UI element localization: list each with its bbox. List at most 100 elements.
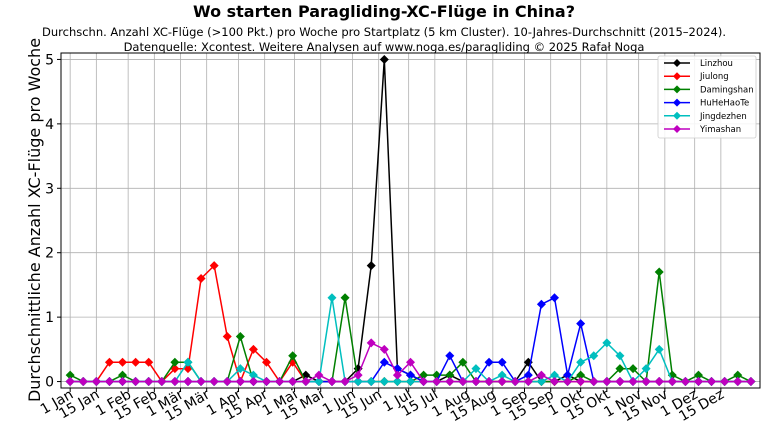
data-point-huhehaote [406, 370, 415, 380]
legend-marker [673, 125, 681, 133]
data-point-jiulong [209, 261, 219, 271]
data-point-yimashan [720, 377, 730, 387]
data-point-jiulong [144, 357, 154, 367]
data-point-yimashan [419, 377, 429, 387]
data-point-yimashan [131, 377, 141, 387]
data-point-jingdezhen [471, 364, 481, 374]
data-point-yimashan [248, 377, 258, 387]
data-point-jiulong [104, 357, 114, 367]
data-point-yimashan [65, 377, 75, 387]
y-tick-label: 4 [45, 117, 54, 133]
data-point-jiulong [196, 273, 206, 283]
data-point-yimashan [615, 377, 625, 387]
data-point-yimashan [693, 377, 703, 387]
chart-subtitle-line-1: Durchschn. Anzahl XC-Flüge (>100 Pkt.) p… [42, 25, 726, 39]
grid [61, 53, 760, 388]
legend-entry: Yimashan [699, 125, 741, 135]
data-point-jingdezhen [536, 377, 546, 387]
data-point-jingdezhen [406, 377, 415, 387]
data-point-yimashan [91, 377, 101, 387]
data-point-jiulong [118, 357, 128, 367]
legend-entry: Jingdezhen [699, 112, 747, 122]
data-point-yimashan [104, 377, 114, 387]
data-point-yimashan [235, 377, 245, 387]
data-point-huhehaote [576, 319, 586, 329]
data-point-yimashan [353, 370, 363, 380]
data-point-linzhou [366, 261, 376, 271]
data-point-jingdezhen [549, 370, 559, 380]
data-point-yimashan [170, 377, 180, 387]
data-point-yimashan [379, 344, 389, 354]
data-point-yimashan [78, 377, 88, 387]
data-point-huhehaote [497, 357, 507, 367]
data-point-yimashan [602, 377, 612, 387]
legend-entry: Jiulong [699, 72, 729, 82]
data-point-yimashan [314, 370, 324, 380]
data-point-yimashan [549, 377, 559, 387]
data-point-damingshan [693, 370, 703, 380]
legend-entry: Damingshan [700, 85, 754, 95]
data-point-jingdezhen [353, 377, 363, 387]
data-point-yimashan [196, 377, 206, 387]
y-tick-label: 0 [45, 375, 54, 391]
data-point-linzhou [379, 54, 389, 64]
data-point-jingdezhen [248, 370, 258, 380]
data-point-yimashan [654, 377, 664, 387]
data-point-yimashan [144, 377, 154, 387]
legend-marker [673, 59, 681, 67]
data-point-yimashan [406, 357, 415, 367]
data-point-yimashan [157, 377, 167, 387]
data-point-jingdezhen [235, 364, 245, 374]
legend-entry: Linzhou [700, 59, 733, 69]
data-point-yimashan [366, 338, 376, 348]
y-tick-label: 5 [45, 52, 54, 68]
data-point-jingdezhen [392, 377, 402, 387]
legend-marker [673, 72, 681, 81]
data-point-yimashan [471, 377, 481, 387]
data-point-jingdezhen [497, 370, 507, 380]
series-line-linzhou [70, 58, 751, 383]
data-point-damingshan [340, 293, 350, 303]
series-layer [65, 54, 756, 387]
data-point-huhehaote [379, 357, 389, 367]
data-point-yimashan [392, 370, 402, 380]
data-point-yimashan [680, 377, 690, 387]
legend-marker [673, 111, 681, 120]
data-point-jiulong [262, 357, 272, 367]
data-point-yimashan [432, 377, 442, 387]
data-point-damingshan [235, 331, 245, 341]
data-point-damingshan [170, 357, 180, 367]
data-point-jiulong [222, 331, 232, 341]
legend-entry: HuHeHaoTe [700, 99, 749, 109]
data-point-huhehaote [523, 370, 533, 380]
data-point-jingdezhen [641, 364, 651, 374]
data-point-huhehaote [549, 293, 559, 303]
data-point-damingshan [445, 370, 455, 380]
data-point-yimashan [262, 377, 272, 387]
y-axis-label: Durchschnittliche Anzahl XC-Flüge pro Wo… [25, 38, 44, 402]
data-point-yimashan [746, 377, 756, 387]
series-huhehaote [65, 293, 756, 387]
data-point-jingdezhen [314, 377, 324, 387]
legend-marker [673, 85, 681, 94]
data-point-jingdezhen [589, 351, 599, 361]
y-tick-label: 2 [45, 246, 54, 262]
data-point-jiulong [131, 357, 141, 367]
data-point-yimashan [707, 377, 717, 387]
data-point-jingdezhen [615, 351, 625, 361]
data-point-jingdezhen [183, 357, 193, 367]
data-point-damingshan [118, 370, 128, 380]
data-point-yimashan [563, 377, 573, 387]
data-point-huhehaote [445, 351, 455, 361]
data-point-yimashan [458, 377, 468, 387]
data-point-yimashan [523, 377, 533, 387]
data-point-yimashan [510, 377, 520, 387]
data-point-damingshan [288, 351, 298, 361]
data-point-yimashan [222, 377, 232, 387]
data-point-yimashan [733, 377, 743, 387]
data-point-yimashan [667, 377, 677, 387]
legend-marker [673, 98, 681, 107]
data-point-jingdezhen [654, 344, 664, 354]
data-point-yimashan [589, 377, 599, 387]
series-damingshan [65, 267, 756, 387]
